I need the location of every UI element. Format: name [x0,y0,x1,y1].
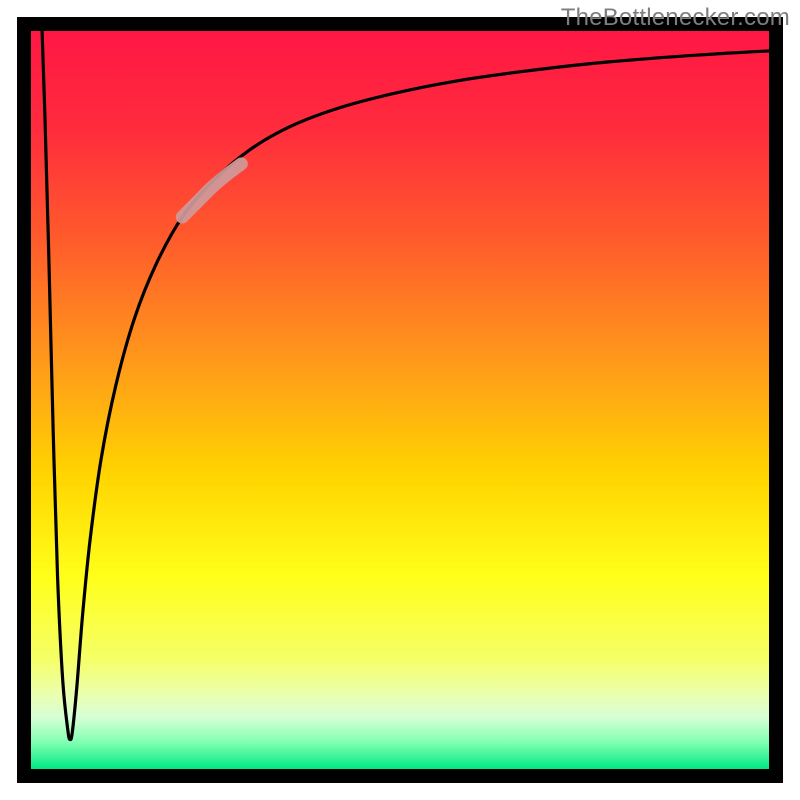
chart-svg [0,0,800,800]
watermark-text: TheBottlenecker.com [561,4,790,32]
plot-background [31,31,769,769]
bottleneck-chart: TheBottlenecker.com [0,0,800,800]
